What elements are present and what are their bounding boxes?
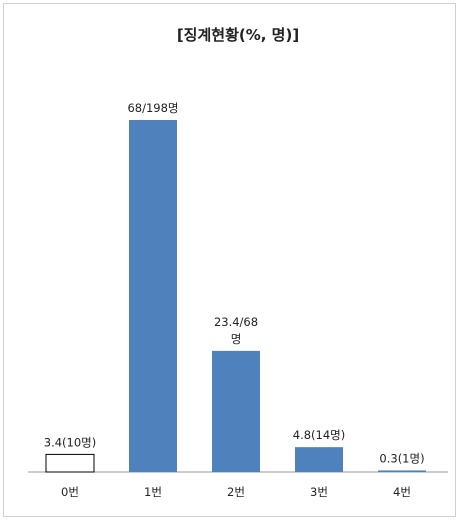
chart-title: [징계현황(%, 명)] [177, 26, 299, 44]
bar-series [45, 120, 426, 473]
data-label-3: 4.8(14명) [293, 428, 345, 442]
bar-3 [295, 447, 343, 472]
x-tick-label-2: 2번 [227, 485, 245, 499]
data-labels: 3.4(10명) 68/198명 23.4/68 명 4.8(14명) 0.3(1명) [44, 101, 425, 465]
x-tick-label-4: 4번 [393, 485, 411, 499]
data-label-2-0: 23.4/68 [214, 315, 258, 329]
x-tick-labels: 0번 1번 2번 3번 4번 [61, 485, 411, 499]
x-tick-label-3: 3번 [310, 485, 328, 499]
bar-2 [212, 350, 260, 472]
data-label-1: 68/198명 [127, 101, 178, 115]
x-tick-label-1: 1번 [144, 485, 162, 499]
data-label-0: 3.4(10명) [44, 435, 96, 449]
data-label-4: 0.3(1명) [379, 451, 424, 465]
x-tick-label-0: 0번 [61, 485, 79, 499]
bar-4 [378, 470, 426, 472]
data-label-2-1: 명 [231, 332, 242, 346]
bar-0 [45, 453, 95, 473]
bar-1 [129, 120, 177, 472]
